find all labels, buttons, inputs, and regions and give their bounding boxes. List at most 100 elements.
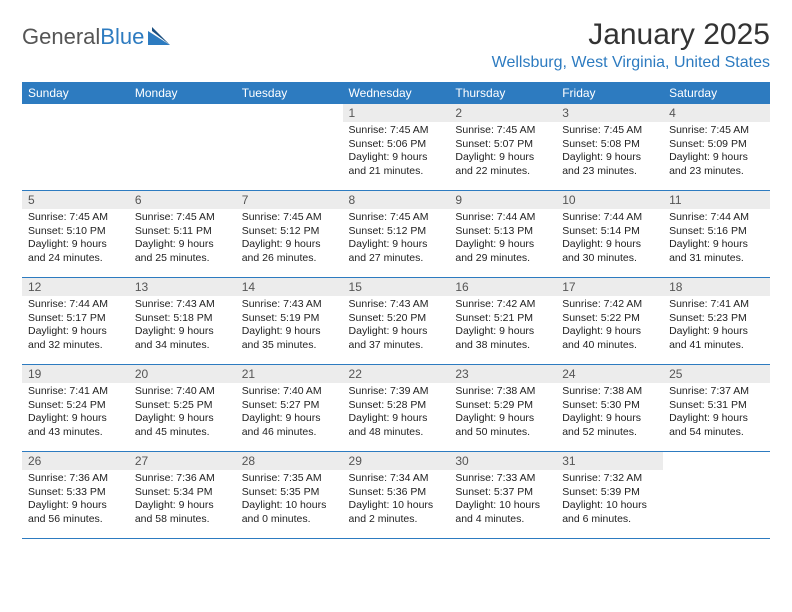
sunset-text: Sunset: 5:07 PM bbox=[455, 138, 550, 152]
day-number: 19 bbox=[22, 365, 129, 383]
sunrise-text: Sunrise: 7:41 AM bbox=[669, 298, 764, 312]
sunset-text: Sunset: 5:34 PM bbox=[135, 486, 230, 500]
daylight-text-1: Daylight: 9 hours bbox=[28, 325, 123, 339]
day-details: Sunrise: 7:45 AMSunset: 5:12 PMDaylight:… bbox=[343, 209, 450, 270]
daylight-text-1: Daylight: 9 hours bbox=[669, 325, 764, 339]
calendar-body: ......1Sunrise: 7:45 AMSunset: 5:06 PMDa… bbox=[22, 104, 770, 539]
daylight-text-2: and 34 minutes. bbox=[135, 339, 230, 353]
sunset-text: Sunset: 5:22 PM bbox=[562, 312, 657, 326]
daylight-text-1: Daylight: 9 hours bbox=[669, 151, 764, 165]
day-number: 2 bbox=[449, 104, 556, 122]
calendar-cell: 10Sunrise: 7:44 AMSunset: 5:14 PMDayligh… bbox=[556, 191, 663, 278]
day-number: 30 bbox=[449, 452, 556, 470]
daylight-text-1: Daylight: 9 hours bbox=[135, 238, 230, 252]
day-details: Sunrise: 7:45 AMSunset: 5:09 PMDaylight:… bbox=[663, 122, 770, 183]
sunrise-text: Sunrise: 7:45 AM bbox=[455, 124, 550, 138]
sunset-text: Sunset: 5:18 PM bbox=[135, 312, 230, 326]
daylight-text-2: and 52 minutes. bbox=[562, 426, 657, 440]
sunset-text: Sunset: 5:39 PM bbox=[562, 486, 657, 500]
day-number: 15 bbox=[343, 278, 450, 296]
daylight-text-2: and 23 minutes. bbox=[562, 165, 657, 179]
calendar-cell: .. bbox=[663, 452, 770, 539]
day-number: 28 bbox=[236, 452, 343, 470]
sunrise-text: Sunrise: 7:44 AM bbox=[669, 211, 764, 225]
day-details: Sunrise: 7:45 AMSunset: 5:10 PMDaylight:… bbox=[22, 209, 129, 270]
calendar-cell: 24Sunrise: 7:38 AMSunset: 5:30 PMDayligh… bbox=[556, 365, 663, 452]
daylight-text-2: and 27 minutes. bbox=[349, 252, 444, 266]
daylight-text-1: Daylight: 10 hours bbox=[349, 499, 444, 513]
calendar-cell: 15Sunrise: 7:43 AMSunset: 5:20 PMDayligh… bbox=[343, 278, 450, 365]
daylight-text-1: Daylight: 9 hours bbox=[242, 325, 337, 339]
calendar-cell: 22Sunrise: 7:39 AMSunset: 5:28 PMDayligh… bbox=[343, 365, 450, 452]
weekday-header: Monday bbox=[129, 82, 236, 104]
sunrise-text: Sunrise: 7:38 AM bbox=[562, 385, 657, 399]
calendar-cell: 13Sunrise: 7:43 AMSunset: 5:18 PMDayligh… bbox=[129, 278, 236, 365]
logo-text: GeneralBlue bbox=[22, 24, 144, 50]
logo-text-blue: Blue bbox=[100, 24, 144, 49]
daylight-text-1: Daylight: 9 hours bbox=[135, 412, 230, 426]
day-number: 20 bbox=[129, 365, 236, 383]
daylight-text-1: Daylight: 9 hours bbox=[349, 325, 444, 339]
daylight-text-1: Daylight: 9 hours bbox=[349, 151, 444, 165]
sunset-text: Sunset: 5:31 PM bbox=[669, 399, 764, 413]
day-number: 31 bbox=[556, 452, 663, 470]
sunset-text: Sunset: 5:25 PM bbox=[135, 399, 230, 413]
day-number: 25 bbox=[663, 365, 770, 383]
daylight-text-2: and 24 minutes. bbox=[28, 252, 123, 266]
calendar-cell: 27Sunrise: 7:36 AMSunset: 5:34 PMDayligh… bbox=[129, 452, 236, 539]
calendar-cell: 29Sunrise: 7:34 AMSunset: 5:36 PMDayligh… bbox=[343, 452, 450, 539]
daylight-text-2: and 25 minutes. bbox=[135, 252, 230, 266]
sunset-text: Sunset: 5:37 PM bbox=[455, 486, 550, 500]
day-details: Sunrise: 7:44 AMSunset: 5:17 PMDaylight:… bbox=[22, 296, 129, 357]
day-number: 16 bbox=[449, 278, 556, 296]
day-number: 22 bbox=[343, 365, 450, 383]
day-details: Sunrise: 7:34 AMSunset: 5:36 PMDaylight:… bbox=[343, 470, 450, 531]
day-details: Sunrise: 7:45 AMSunset: 5:12 PMDaylight:… bbox=[236, 209, 343, 270]
calendar-cell: 25Sunrise: 7:37 AMSunset: 5:31 PMDayligh… bbox=[663, 365, 770, 452]
calendar-cell: 7Sunrise: 7:45 AMSunset: 5:12 PMDaylight… bbox=[236, 191, 343, 278]
sunrise-text: Sunrise: 7:45 AM bbox=[28, 211, 123, 225]
daylight-text-2: and 6 minutes. bbox=[562, 513, 657, 527]
day-details: Sunrise: 7:39 AMSunset: 5:28 PMDaylight:… bbox=[343, 383, 450, 444]
sunset-text: Sunset: 5:13 PM bbox=[455, 225, 550, 239]
daylight-text-1: Daylight: 9 hours bbox=[242, 238, 337, 252]
weekday-header: Friday bbox=[556, 82, 663, 104]
sunset-text: Sunset: 5:19 PM bbox=[242, 312, 337, 326]
location: Wellsburg, West Virginia, United States bbox=[492, 54, 770, 72]
sunrise-text: Sunrise: 7:45 AM bbox=[349, 124, 444, 138]
sunrise-text: Sunrise: 7:35 AM bbox=[242, 472, 337, 486]
sunrise-text: Sunrise: 7:44 AM bbox=[562, 211, 657, 225]
daylight-text-1: Daylight: 9 hours bbox=[562, 238, 657, 252]
sunset-text: Sunset: 5:06 PM bbox=[349, 138, 444, 152]
sunrise-text: Sunrise: 7:43 AM bbox=[242, 298, 337, 312]
calendar-header-row: SundayMondayTuesdayWednesdayThursdayFrid… bbox=[22, 82, 770, 104]
day-details: Sunrise: 7:45 AMSunset: 5:06 PMDaylight:… bbox=[343, 122, 450, 183]
month-title: January 2025 bbox=[492, 18, 770, 52]
day-number: 26 bbox=[22, 452, 129, 470]
day-details: Sunrise: 7:44 AMSunset: 5:14 PMDaylight:… bbox=[556, 209, 663, 270]
daylight-text-1: Daylight: 9 hours bbox=[349, 238, 444, 252]
sunrise-text: Sunrise: 7:36 AM bbox=[135, 472, 230, 486]
sunset-text: Sunset: 5:28 PM bbox=[349, 399, 444, 413]
sunrise-text: Sunrise: 7:42 AM bbox=[455, 298, 550, 312]
sunset-text: Sunset: 5:12 PM bbox=[349, 225, 444, 239]
daylight-text-2: and 40 minutes. bbox=[562, 339, 657, 353]
sunset-text: Sunset: 5:21 PM bbox=[455, 312, 550, 326]
calendar-cell: 23Sunrise: 7:38 AMSunset: 5:29 PMDayligh… bbox=[449, 365, 556, 452]
daylight-text-2: and 21 minutes. bbox=[349, 165, 444, 179]
day-number: 11 bbox=[663, 191, 770, 209]
day-number: 14 bbox=[236, 278, 343, 296]
daylight-text-1: Daylight: 9 hours bbox=[669, 238, 764, 252]
sunrise-text: Sunrise: 7:42 AM bbox=[562, 298, 657, 312]
calendar-cell: 21Sunrise: 7:40 AMSunset: 5:27 PMDayligh… bbox=[236, 365, 343, 452]
daylight-text-1: Daylight: 9 hours bbox=[669, 412, 764, 426]
daylight-text-2: and 23 minutes. bbox=[669, 165, 764, 179]
calendar-week-row: 19Sunrise: 7:41 AMSunset: 5:24 PMDayligh… bbox=[22, 365, 770, 452]
weekday-header: Sunday bbox=[22, 82, 129, 104]
day-number: 1 bbox=[343, 104, 450, 122]
daylight-text-1: Daylight: 9 hours bbox=[455, 325, 550, 339]
daylight-text-2: and 50 minutes. bbox=[455, 426, 550, 440]
daylight-text-1: Daylight: 9 hours bbox=[242, 412, 337, 426]
calendar-cell: 12Sunrise: 7:44 AMSunset: 5:17 PMDayligh… bbox=[22, 278, 129, 365]
calendar-cell: 17Sunrise: 7:42 AMSunset: 5:22 PMDayligh… bbox=[556, 278, 663, 365]
